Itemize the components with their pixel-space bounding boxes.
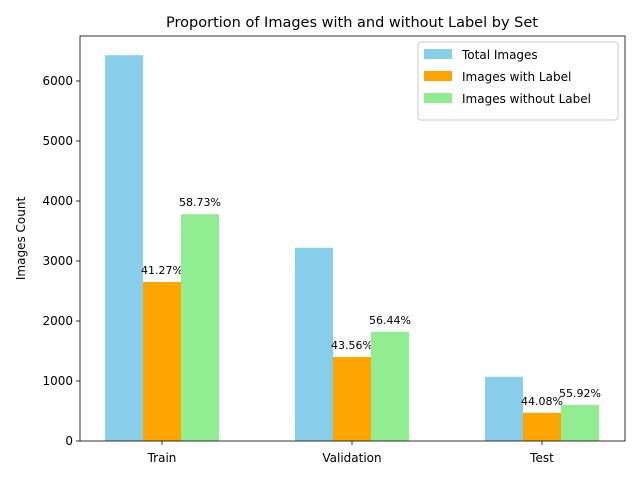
bar-train-3 <box>181 214 219 441</box>
bar-train-2 <box>143 282 181 441</box>
chart-title: Proportion of Images with and without La… <box>166 15 538 31</box>
data-label: 41.27% <box>141 264 183 277</box>
legend-swatch <box>424 71 452 81</box>
bar-validation-3 <box>371 331 409 441</box>
legend-swatch <box>424 49 452 59</box>
data-label: 55.92% <box>559 387 601 400</box>
legend-entry: Images with Label <box>462 70 571 84</box>
y-tick-label: 6000 <box>42 74 73 88</box>
x-tick-label: Test <box>529 451 554 465</box>
y-tick-label: 0 <box>65 434 73 448</box>
data-label: 44.08% <box>521 395 563 408</box>
data-label: 43.56% <box>331 339 373 352</box>
bar-validation-2 <box>333 357 371 441</box>
legend-entry: Images without Label <box>462 92 591 106</box>
bar-train-1 <box>105 55 143 441</box>
y-axis-label: Images Count <box>14 197 28 281</box>
plot-area: 41.27% 58.73% Train 43.56% 56.44% Validation 4… <box>42 35 626 465</box>
bar-test-3 <box>561 405 599 441</box>
legend-box <box>417 41 619 121</box>
data-label: 56.44% <box>369 314 411 327</box>
y-tick-label: 5000 <box>42 134 73 148</box>
bar-test-1 <box>485 376 523 441</box>
x-tick-label: Validation <box>322 451 381 465</box>
data-label: 58.73% <box>179 196 221 209</box>
legend-swatch <box>424 93 452 103</box>
plot-frame <box>79 35 626 442</box>
legend-entry: Total Images <box>461 48 538 62</box>
legend: Total Images Images with Label Images with… <box>417 41 619 121</box>
y-tick-label: 2000 <box>42 314 73 328</box>
y-tick-label: 1000 <box>42 374 73 388</box>
bar-test-2 <box>523 412 561 441</box>
x-tick-label: Train <box>147 451 177 465</box>
y-tick-label: 3000 <box>42 254 73 268</box>
y-tick-label: 4000 <box>42 194 73 208</box>
bar-validation-1 <box>295 247 333 441</box>
